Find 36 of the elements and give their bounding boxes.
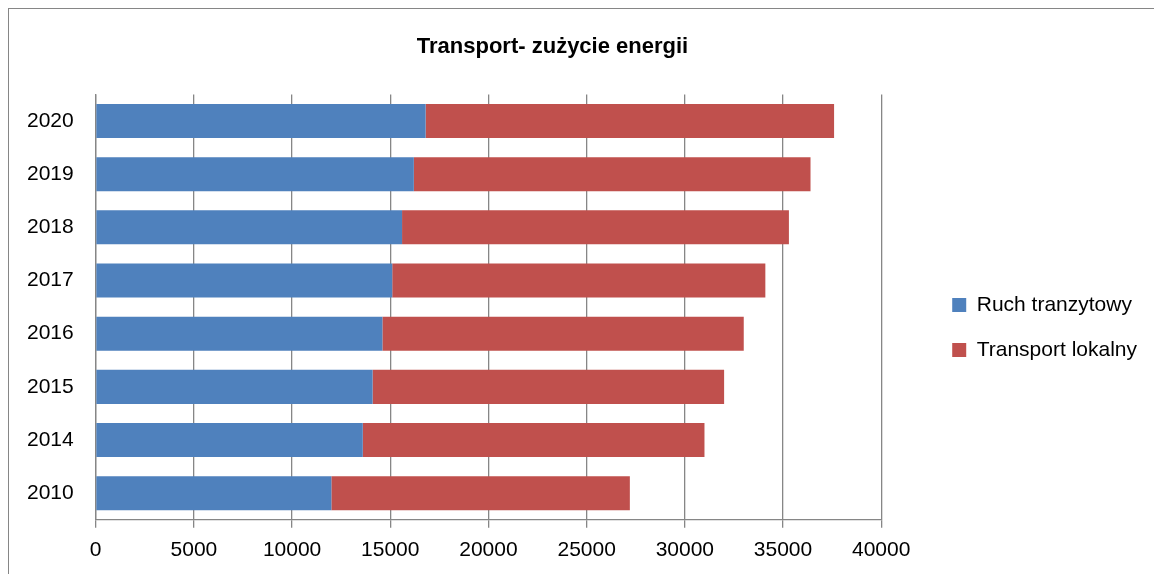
legend-label: Transport lokalny <box>976 336 1138 360</box>
y-tick-label: 2019 <box>27 160 74 184</box>
y-tick-label: 2020 <box>27 107 74 131</box>
bar <box>96 210 403 245</box>
bar <box>425 103 835 138</box>
bar <box>96 263 393 298</box>
x-tick-label: 15000 <box>361 537 420 561</box>
bar <box>96 316 383 351</box>
bar <box>413 157 811 192</box>
x-tick-label: 20000 <box>459 537 518 561</box>
x-tick-label: 30000 <box>655 537 715 561</box>
bar <box>331 476 630 511</box>
x-tick-label: 0 <box>89 537 102 561</box>
y-tick-label: 2018 <box>27 214 74 238</box>
y-tick-label: 2014 <box>27 426 75 450</box>
y-tick-label: 2010 <box>27 480 74 504</box>
x-tick-label: 5000 <box>170 537 218 561</box>
bar <box>392 263 766 298</box>
x-tick-label: 40000 <box>852 537 911 561</box>
y-tick-label: 2015 <box>27 373 74 397</box>
bar <box>402 210 789 245</box>
chart-title: Transport- zużycie energii <box>416 33 689 59</box>
y-tick-label: 2017 <box>27 267 74 291</box>
x-tick-label: 25000 <box>557 537 616 561</box>
x-tick-label: 35000 <box>753 537 813 561</box>
bar <box>96 423 363 458</box>
bar <box>382 316 744 351</box>
y-tick-label: 2016 <box>27 320 74 344</box>
legend-label: Ruch tranzytowy <box>976 291 1133 315</box>
bar <box>96 369 373 404</box>
bar <box>372 369 725 404</box>
x-tick-label: 10000 <box>262 537 322 561</box>
bar <box>96 103 426 138</box>
bar <box>96 157 414 192</box>
bar <box>362 423 705 458</box>
bar <box>96 476 332 511</box>
